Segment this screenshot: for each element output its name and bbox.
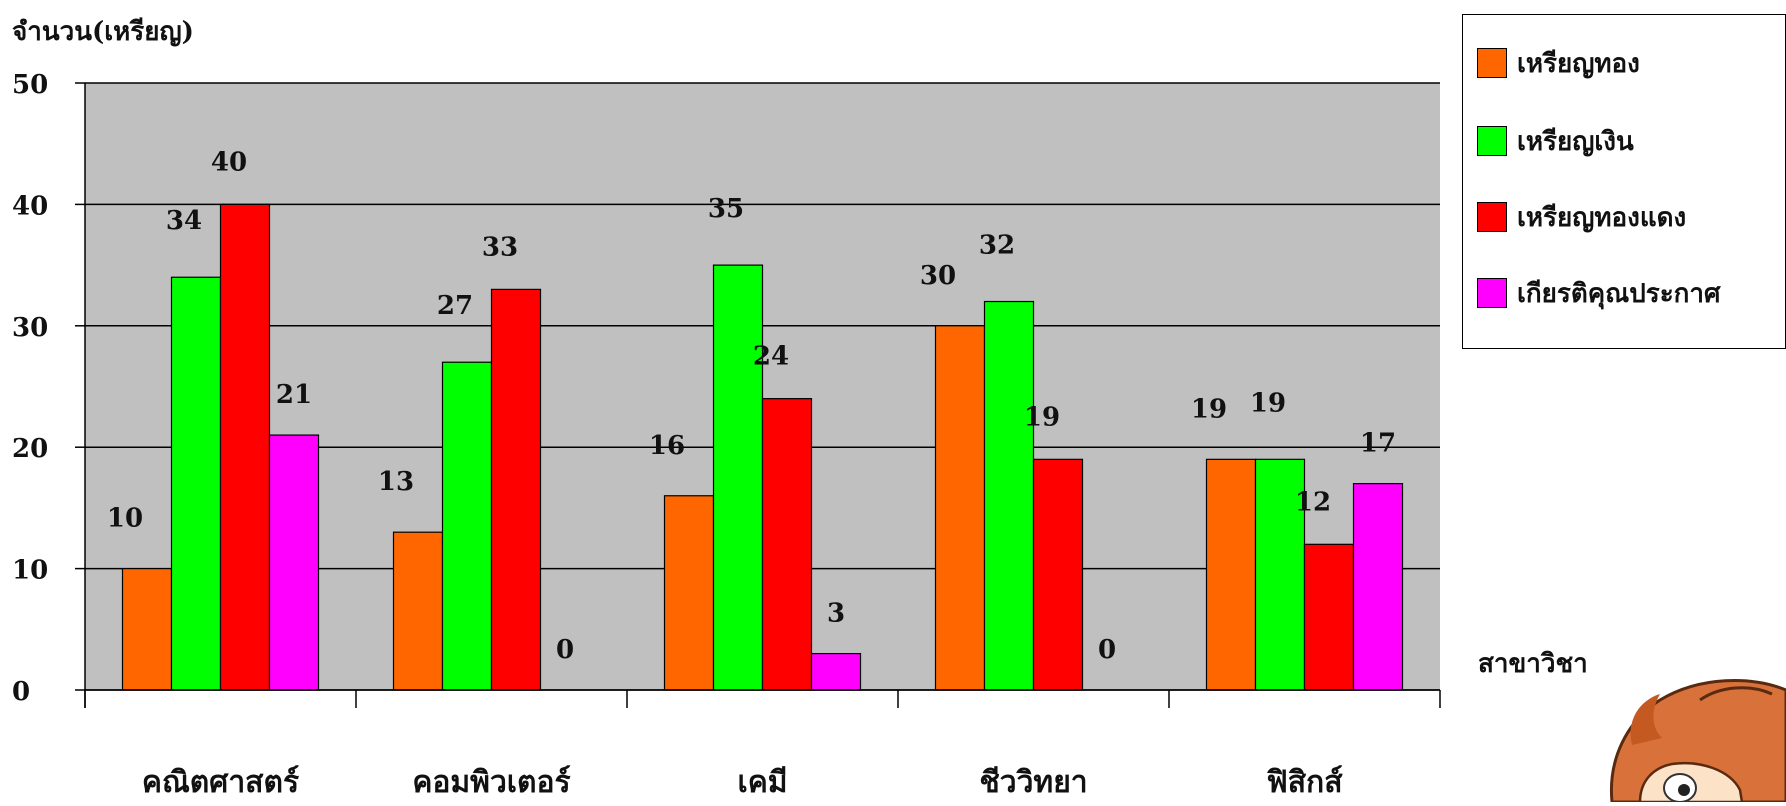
data-label-เหรียญทอง-คณิตศาสตร์: 10 — [107, 504, 143, 534]
data-label-เหรียญเงิน-คณิตศาสตร์: 34 — [166, 206, 202, 236]
data-label-เหรียญทองแดง-คอมพิวเตอร์: 33 — [482, 232, 518, 262]
x-tick-label-ชีววิทยา: ชีววิทยา — [979, 765, 1087, 800]
x-tick-label-เคมี: เคมี — [737, 765, 787, 800]
x-tick-label-ฟิสิกส์: ฟิสิกส์ — [1266, 765, 1343, 800]
bar-เหรียญเงิน-คณิตศาสตร์ — [170, 276, 222, 691]
legend-label-gold: เหรียญทอง — [1517, 48, 1640, 79]
bar-เหรียญเงิน-ฟิสิกส์ — [1254, 458, 1306, 691]
legend-item-bronze: เหรียญทองแดง — [1477, 197, 1686, 237]
y-tick-label: 0 — [12, 677, 30, 707]
data-label-เหรียญเงิน-ฟิสิกส์: 19 — [1250, 388, 1286, 418]
legend: เหรียญทอง เหรียญเงิน เหรียญทองแดง เกียรต… — [1462, 14, 1786, 349]
data-label-เหรียญเงิน-เคมี: 35 — [708, 194, 744, 224]
data-label-เหรียญทอง-ฟิสิกส์: 19 — [1191, 394, 1227, 424]
bar-เหรียญทองแดง-เคมี — [761, 398, 813, 691]
bar-เกียรติคุณประกาศ-คณิตศาสตร์ — [268, 434, 320, 691]
bar-เหรียญทองแดง-ฟิสิกส์ — [1303, 543, 1355, 691]
x-tick-label-คณิตศาสตร์: คณิตศาสตร์ — [142, 765, 299, 800]
data-label-เกียรติคุณประกาศ-ฟิสิกส์: 17 — [1360, 429, 1396, 459]
bar-เหรียญทอง-ฟิสิกส์ — [1205, 458, 1257, 691]
data-label-เหรียญทองแดง-เคมี: 24 — [753, 342, 789, 372]
legend-swatch-silver — [1477, 126, 1507, 156]
data-label-เหรียญทอง-เคมี: 16 — [649, 431, 685, 461]
y-tick-label: 50 — [12, 70, 48, 100]
bar-เหรียญทอง-คอมพิวเตอร์ — [392, 531, 444, 691]
bar-เหรียญเงิน-คอมพิวเตอร์ — [441, 361, 493, 691]
bar-เหรียญเงิน-ชีววิทยา — [983, 300, 1035, 691]
data-label-เหรียญเงิน-คอมพิวเตอร์: 27 — [437, 291, 473, 321]
data-label-เหรียญทองแดง-ชีววิทยา: 19 — [1024, 402, 1060, 432]
bar-เหรียญทอง-ชีววิทยา — [934, 325, 986, 691]
legend-swatch-honorable-mention — [1477, 278, 1507, 308]
bar-เหรียญทองแดง-ชีววิทยา — [1032, 458, 1084, 691]
bar-เหรียญทองแดง-คอมพิวเตอร์ — [490, 288, 542, 691]
legend-label-bronze: เหรียญทองแดง — [1517, 202, 1687, 233]
y-tick-label: 10 — [12, 556, 48, 586]
legend-label-silver: เหรียญเงิน — [1517, 126, 1634, 157]
bar-เกียรติคุณประกาศ-เคมี — [810, 652, 862, 691]
x-axis-title: สาขาวิชา — [1478, 649, 1588, 679]
legend-item-honorable-mention: เกียรติคุณประกาศ — [1477, 273, 1721, 313]
legend-item-silver: เหรียญเงิน — [1477, 121, 1634, 161]
x-tick-label-คอมพิวเตอร์: คอมพิวเตอร์ — [412, 765, 570, 800]
legend-swatch-gold — [1477, 48, 1507, 78]
bar-เหรียญทอง-คณิตศาสตร์ — [121, 567, 173, 691]
y-tick-label: 40 — [12, 191, 48, 221]
data-label-เกียรติคุณประกาศ-เคมี: 3 — [827, 599, 845, 629]
data-label-เหรียญทอง-ชีววิทยา: 30 — [920, 261, 956, 291]
bar-เกียรติคุณประกาศ-ฟิสิกส์ — [1352, 483, 1404, 691]
y-tick-label: 30 — [12, 313, 48, 343]
y-tick-label: 20 — [12, 434, 48, 464]
data-label-เกียรติคุณประกาศ-ชีววิทยา: 0 — [1098, 635, 1116, 665]
legend-swatch-bronze — [1477, 202, 1507, 232]
bar-เหรียญทอง-เคมี — [663, 495, 715, 691]
bar-เหรียญเงิน-เคมี — [712, 264, 764, 691]
data-label-เหรียญทอง-คอมพิวเตอร์: 13 — [378, 467, 414, 497]
data-label-เกียรติคุณประกาศ-คอมพิวเตอร์: 0 — [556, 635, 574, 665]
data-label-เหรียญเงิน-ชีววิทยา: 32 — [979, 231, 1015, 261]
bar-เหรียญทองแดง-คณิตศาสตร์ — [219, 203, 271, 691]
legend-label-honorable-mention: เกียรติคุณประกาศ — [1517, 278, 1721, 309]
data-label-เกียรติคุณประกาศ-คณิตศาสตร์: 21 — [276, 380, 312, 410]
data-label-เหรียญทองแดง-คณิตศาสตร์: 40 — [211, 147, 247, 177]
data-label-เหรียญทองแดง-ฟิสิกส์: 12 — [1295, 487, 1331, 517]
y-axis-title: จำนวน(เหรียญ) — [12, 17, 194, 47]
legend-item-gold: เหรียญทอง — [1477, 43, 1640, 83]
cartoon-boy-icon — [1609, 679, 1786, 804]
